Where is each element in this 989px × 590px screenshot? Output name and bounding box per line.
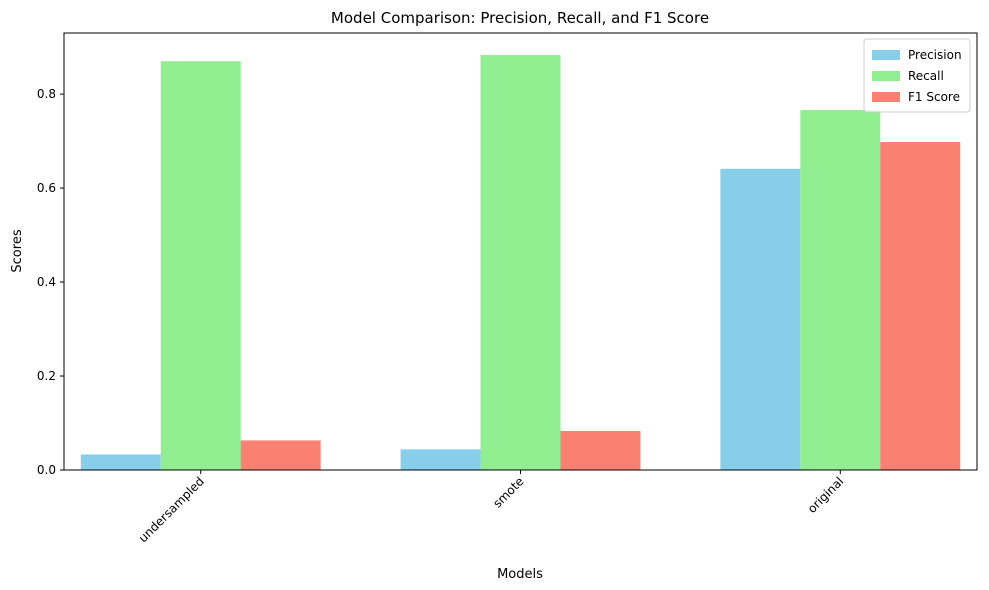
y-axis: 0.0 0.2 0.4 0.6 0.8 bbox=[37, 87, 64, 477]
y-tick-label: 0.0 bbox=[37, 463, 56, 477]
y-tick-label: 0.4 bbox=[37, 275, 56, 289]
bar-precision-original bbox=[720, 168, 801, 471]
y-tick-label: 0.2 bbox=[37, 369, 56, 383]
y-tick-label: 0.8 bbox=[37, 87, 56, 101]
bar-recall-smote bbox=[480, 55, 561, 470]
y-tick-label: 0.6 bbox=[37, 181, 56, 195]
legend-label-recall: Recall bbox=[908, 69, 944, 83]
bar-f1-score-undersampled bbox=[240, 440, 321, 470]
bars-group bbox=[80, 55, 961, 471]
bar-recall-undersampled bbox=[160, 61, 241, 470]
bar-precision-undersampled bbox=[80, 454, 161, 470]
bar-f1-score-smote bbox=[560, 431, 641, 470]
bar-recall-original bbox=[800, 110, 881, 470]
legend-swatch-recall bbox=[872, 71, 900, 81]
legend-swatch-precision bbox=[872, 50, 900, 60]
bar-precision-smote bbox=[400, 449, 481, 470]
plot-frame bbox=[63, 32, 978, 471]
bar-f1-score-original bbox=[880, 142, 961, 470]
legend-label-f1-score: F1 Score bbox=[908, 90, 960, 104]
legend-label-precision: Precision bbox=[908, 48, 962, 62]
x-axis-label: Models bbox=[497, 567, 543, 582]
y-axis-label: Scores bbox=[10, 229, 25, 272]
legend: Precision Recall F1 Score bbox=[863, 38, 971, 113]
chart-title: Model Comparison: Precision, Recall, and… bbox=[331, 9, 709, 27]
legend-swatch-f1-score bbox=[872, 92, 900, 102]
